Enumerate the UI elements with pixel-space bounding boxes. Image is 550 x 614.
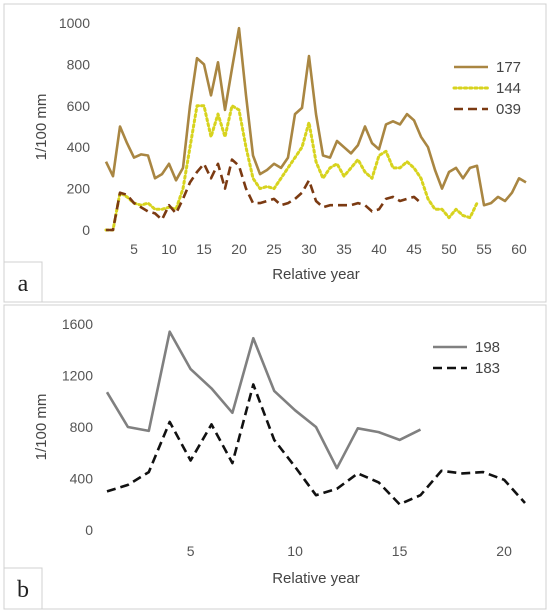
legend-label-177: 177 [496,59,521,76]
x-tick-label: 10 [287,543,303,559]
panel-letter: a [18,271,29,297]
legend-label-198: 198 [475,339,500,356]
x-tick-label: 30 [301,241,317,257]
x-tick-label: 10 [161,241,177,257]
panel-letter-box [3,261,43,303]
series-line-039 [106,158,422,232]
panel-letter-box [3,567,43,610]
x-tick-label: 40 [371,241,387,257]
x-tick-label: 45 [406,241,422,257]
y-tick-label: 0 [82,222,90,238]
y-tick-label: 0 [85,522,93,538]
x-tick-label: 5 [130,241,138,257]
panel-frame [3,3,547,303]
legend-label-039: 039 [496,101,521,118]
x-tick-label: 50 [441,241,457,257]
series-line-198 [105,330,422,470]
x-tick-label: 60 [511,241,527,257]
legend-label-183: 183 [475,360,500,377]
x-tick-label: 15 [196,241,212,257]
y-tick-label: 800 [67,56,91,72]
y-tick-label: 400 [67,139,91,155]
x-axis-label: Relative year [272,266,360,283]
panel-frame [3,304,547,610]
series-line-177 [104,26,527,207]
panel-a: 0 200 400 600 800 1000 5 10 15 20 25 30 35 40 45 50 55 60… [3,3,547,303]
y-tick-label: 1000 [59,15,90,31]
x-tick-label: 5 [187,543,195,559]
x-tick-label: 20 [231,241,247,257]
x-tick-label: 55 [476,241,492,257]
y-tick-label: 400 [70,471,94,487]
x-tick-label: 25 [266,241,282,257]
panel-letter: b [17,577,29,603]
y-axis-label: 1/100 mm [33,394,50,461]
series-line-183 [106,383,526,506]
y-tick-label: 800 [70,419,94,435]
x-tick-label: 15 [392,543,408,559]
x-tick-label: 20 [496,543,512,559]
y-axis-label: 1/100 mm [33,94,50,161]
y-tick-label: 1200 [62,368,93,384]
legend-label-144: 144 [496,80,521,97]
y-tick-label: 600 [67,98,91,114]
panel-b: 0 400 800 1200 1600 5 10 15 20 Relative year 1/100… [3,304,547,610]
x-axis-label: Relative year [272,570,360,587]
series-line-144 [104,104,479,232]
x-tick-label: 35 [336,241,352,257]
y-tick-label: 1600 [62,316,93,332]
y-tick-label: 200 [67,181,91,197]
